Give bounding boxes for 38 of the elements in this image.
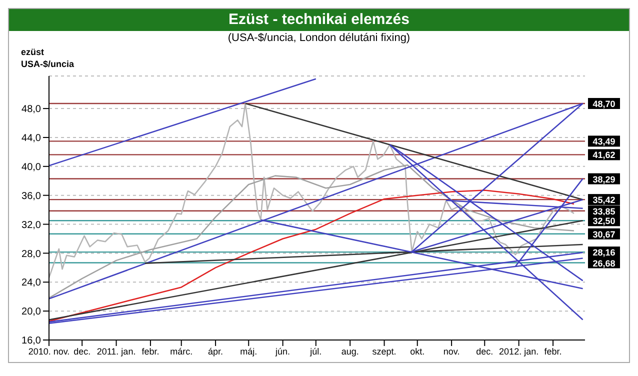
x-tick-label: dec.	[476, 346, 494, 356]
x-tick-label: nov.	[443, 346, 460, 356]
x-tick-label: okt.	[410, 346, 425, 356]
ref-line-label: 33,85	[592, 206, 616, 216]
y-tick-label: 24,0	[22, 278, 42, 289]
x-tick-label: máj.	[240, 346, 258, 356]
ref-line-label: 30,67	[592, 229, 616, 240]
y-tick-label: 20,0	[22, 306, 42, 318]
y-axis-title: ezüst USA-$/uncia	[20, 46, 76, 70]
y-tick-label: 48,0	[22, 104, 42, 116]
x-tick-label: 2011. jan.	[96, 346, 136, 356]
y-tick-label: 16,0	[22, 336, 42, 347]
x-tick-label: dec.	[74, 346, 91, 356]
y-tick-label: 44,0	[22, 133, 42, 144]
x-tick-label: 2012. jan.	[499, 346, 539, 356]
ref-line-label: 48,70	[592, 98, 616, 109]
ref-line-label: 28,16	[592, 248, 616, 258]
x-tick-label: szept.	[372, 346, 396, 356]
ref-line-label: 32,50	[592, 216, 616, 226]
y-tick-label: 32,0	[22, 220, 42, 231]
chart-subtitle: (USA-$/uncia, London délutáni fixing)	[226, 31, 412, 46]
chart-title: Ezüst - technikai elemzés	[9, 9, 629, 31]
x-tick-label: aug.	[341, 346, 359, 356]
ref-line-label: 26,68	[592, 258, 616, 268]
y-tick-label: 28,0	[22, 248, 42, 260]
y-tick-label: 40,0	[22, 162, 42, 173]
x-tick-label: márc.	[170, 346, 193, 356]
x-tick-label: júl.	[309, 346, 322, 356]
ref-line-label: 41,62	[592, 150, 616, 160]
x-tick-label: ápr.	[208, 346, 224, 356]
y-tick-label: 36,0	[22, 190, 42, 202]
x-tick-label: 2010. nov.	[28, 346, 70, 356]
x-tick-label: febr.	[544, 346, 562, 356]
x-tick-label: jún.	[274, 346, 290, 356]
ref-line-label: 35,42	[592, 195, 616, 206]
ref-line-label: 38,29	[592, 174, 616, 184]
x-tick-label: febr.	[142, 346, 160, 356]
ref-line-label: 43,49	[592, 136, 616, 147]
